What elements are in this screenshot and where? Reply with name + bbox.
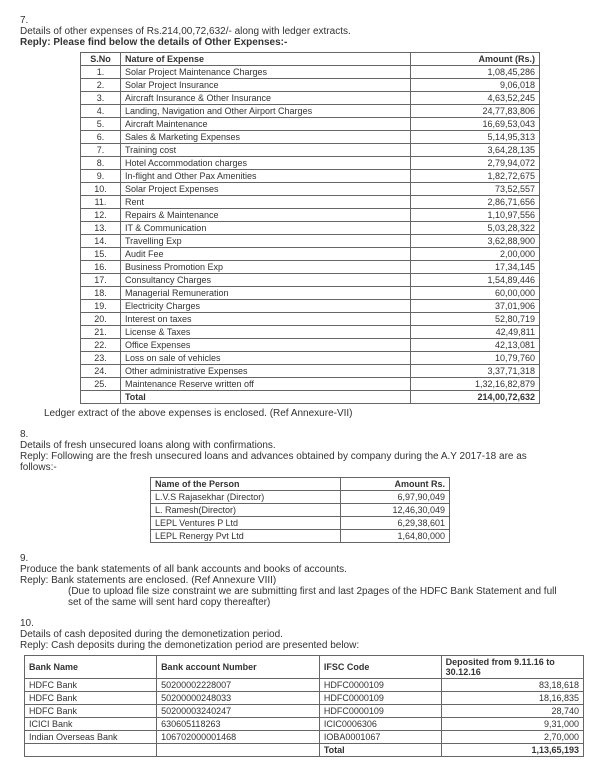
loan-h-amount: Amount Rs.: [340, 478, 449, 491]
bank-h-ifsc: IFSC Code: [319, 656, 441, 679]
table-row: L. Ramesh(Director)12,46,30,049: [151, 504, 450, 517]
table-row: LEPL Renergy Pvt Ltd1,64,80,000: [151, 530, 450, 543]
loans-table: Name of the Person Amount Rs. L.V.S Raja…: [150, 477, 450, 543]
table-row: 15.Audit Fee2,00,000: [81, 248, 540, 261]
table-row: 7.Training cost3,64,28,135: [81, 144, 540, 157]
exp-h-nature: Nature of Expense: [120, 53, 411, 66]
table-row: 19.Electricity Charges37,01,906: [81, 300, 540, 313]
table-row: HDFC Bank50200000248033HDFC000010918,16,…: [25, 692, 584, 705]
table-row: 9.In-flight and Other Pax Amenities1,82,…: [81, 170, 540, 183]
bank-total: 1,13,65,193: [441, 744, 583, 757]
table-row: 14.Travelling Exp3,62,88,900: [81, 235, 540, 248]
item-9: 9. Produce the bank statements of all ba…: [20, 553, 580, 608]
table-row: 12.Repairs & Maintenance1,10,97,556: [81, 209, 540, 222]
table-row: 8.Hotel Accommodation charges2,79,94,072: [81, 157, 540, 170]
exp-h-sno: S.No: [81, 53, 121, 66]
table-row: LEPL Ventures P Ltd6,29,38,601: [151, 517, 450, 530]
bank-total-label: Total: [319, 744, 441, 757]
table-row: 3.Aircraft Insurance & Other Insurance4,…: [81, 92, 540, 105]
table-row: 2.Solar Project Insurance9,06,018: [81, 79, 540, 92]
exp-total-label: Total: [120, 391, 411, 404]
item-9-num: 9.: [20, 553, 40, 564]
bank-h-dep: Deposited from 9.11.16 to 30.12.16: [441, 656, 583, 679]
table-row: 21.License & Taxes42,49,811: [81, 326, 540, 339]
table-row: 24.Other administrative Expenses3,37,71,…: [81, 365, 540, 378]
item-7: 7. Details of other expenses of Rs.214,0…: [20, 15, 580, 419]
table-row: 17.Consultancy Charges1,54,89,446: [81, 274, 540, 287]
item-7-heading: Details of other expenses of Rs.214,00,7…: [20, 26, 351, 37]
item-9-reply: Reply: Bank statements are enclosed. (Re…: [20, 575, 276, 586]
item-7-num: 7.: [20, 15, 40, 26]
item-8-heading: Details of fresh unsecured loans along w…: [20, 440, 276, 451]
exp-total: 214,00,72,632: [411, 391, 540, 404]
table-row: 23.Loss on sale of vehicles10,79,760: [81, 352, 540, 365]
item-9-heading: Produce the bank statements of all bank …: [20, 564, 347, 575]
exp-h-amount: Amount (Rs.): [411, 53, 540, 66]
item-7-reply: Reply: Please find below the details of …: [20, 37, 287, 48]
item-9-note: (Due to upload file size constraint we a…: [68, 586, 560, 608]
table-row: Indian Overseas Bank106702000001468IOBA0…: [25, 731, 584, 744]
table-row: 6.Sales & Marketing Expenses5,14,95,313: [81, 131, 540, 144]
table-row: 1.Solar Project Maintenance Charges1,08,…: [81, 66, 540, 79]
loan-h-name: Name of the Person: [151, 478, 341, 491]
item-10-heading: Details of cash deposited during the dem…: [20, 629, 283, 640]
table-row: L.V.S Rajasekhar (Director)6,97,90,049: [151, 491, 450, 504]
table-row: HDFC Bank50200002228007HDFC000010983,18,…: [25, 679, 584, 692]
item-10: 10. Details of cash deposited during the…: [20, 618, 580, 757]
expenses-table: S.No Nature of Expense Amount (Rs.) 1.So…: [80, 52, 540, 404]
item-10-reply: Reply: Cash deposits during the demoneti…: [20, 640, 359, 651]
bank-h-name: Bank Name: [25, 656, 157, 679]
table-row: ICICI Bank630605118263ICIC00063069,31,00…: [25, 718, 584, 731]
table-row: 20.Interest on taxes52,80,719: [81, 313, 540, 326]
item-8-num: 8.: [20, 429, 40, 440]
table-row: 22.Office Expenses42,13,081: [81, 339, 540, 352]
item-8: 8. Details of fresh unsecured loans alon…: [20, 429, 580, 543]
table-row: 4.Landing, Navigation and Other Airport …: [81, 105, 540, 118]
table-row: 25.Maintenance Reserve written off1,32,1…: [81, 378, 540, 391]
table-row: 16.Business Promotion Exp17,34,145: [81, 261, 540, 274]
table-row: 11.Rent2,86,71,656: [81, 196, 540, 209]
table-row: 18.Managerial Remuneration60,00,000: [81, 287, 540, 300]
table-row: 10.Solar Project Expenses73,52,557: [81, 183, 540, 196]
exp-total-empty: [81, 391, 121, 404]
table-row: HDFC Bank50200003240247HDFC000010928,740: [25, 705, 584, 718]
bank-h-acct: Bank account Number: [157, 656, 320, 679]
item-8-reply: Reply: Following are the fresh unsecured…: [20, 451, 527, 473]
banks-table: Bank Name Bank account Number IFSC Code …: [24, 655, 584, 757]
table-row: 5.Aircraft Maintenance16,69,53,043: [81, 118, 540, 131]
item-7-footer: Ledger extract of the above expenses is …: [44, 408, 580, 419]
table-row: 13.IT & Communication5,03,28,322: [81, 222, 540, 235]
